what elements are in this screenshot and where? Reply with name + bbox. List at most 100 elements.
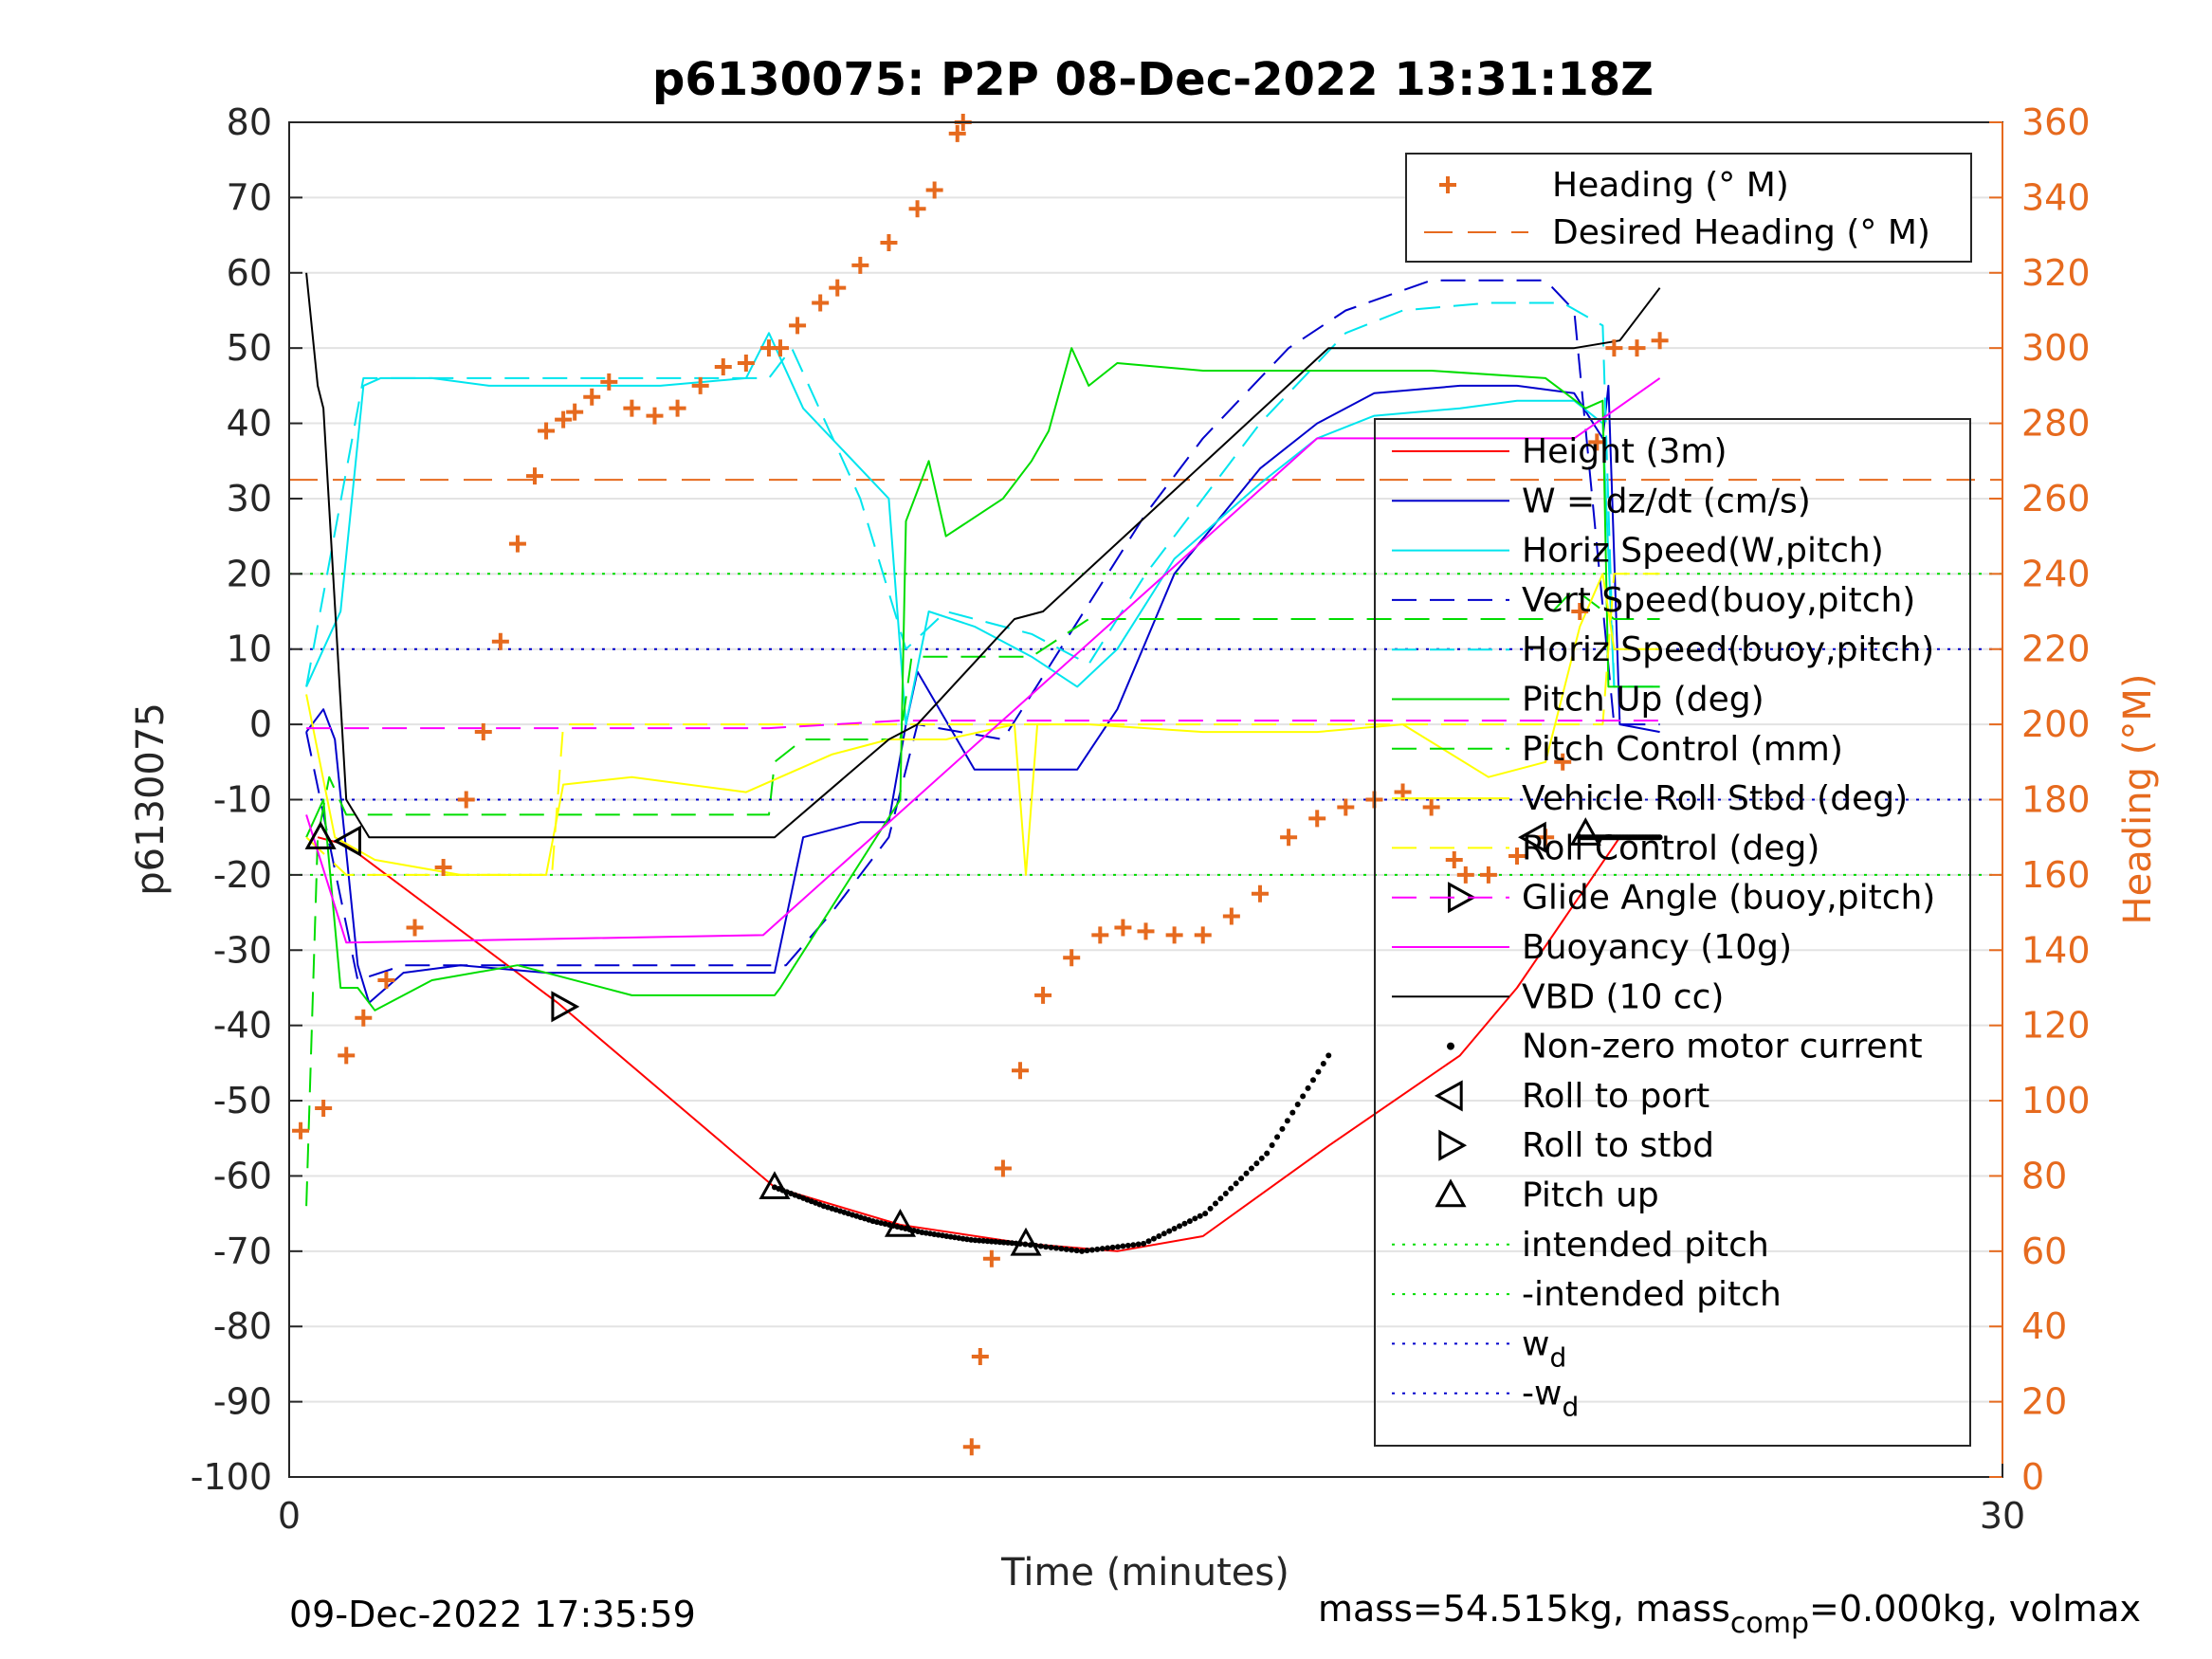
legend-heading: Heading (° M) Desired Heading (° M) xyxy=(1405,153,1972,263)
y-tick-label: 70 xyxy=(227,176,272,218)
y-tick-label: -90 xyxy=(213,1381,272,1423)
marker-left xyxy=(1518,821,1546,853)
legend-heading-swatch xyxy=(1439,176,1456,193)
motor-current-dot xyxy=(1156,1232,1162,1239)
motor-current-dot xyxy=(1171,1226,1178,1232)
legend-label-text: Vehicle Roll Stbd (deg) xyxy=(1522,779,1908,818)
legend-label-text: Roll to port xyxy=(1522,1077,1709,1116)
motor-current-dot xyxy=(1253,1160,1260,1167)
y-axis-right-label: Heading (°M) xyxy=(2116,674,2160,925)
legend-label-18: wd xyxy=(1522,1324,1566,1373)
y-right-tick-label: 160 xyxy=(2021,854,2091,896)
footer-timestamp: 09-Dec-2022 17:35:59 xyxy=(289,1594,696,1635)
heading-point xyxy=(526,467,544,485)
motor-current-dot xyxy=(1264,1150,1271,1157)
heading-point xyxy=(1011,1062,1029,1080)
heading-point xyxy=(1337,798,1355,816)
legend-label-text: Vert Speed(buoy,pitch) xyxy=(1522,581,1915,620)
legend-label-text: Non-zero motor current xyxy=(1522,1028,1923,1066)
heading-point xyxy=(1114,919,1132,937)
motor-current-dot xyxy=(1320,1061,1326,1067)
legend-label-text: w xyxy=(1522,1324,1549,1363)
y-tick-label: 40 xyxy=(227,403,272,445)
legend-label-3: Vert Speed(buoy,pitch) xyxy=(1522,581,1915,620)
motor-current-dot xyxy=(1099,1246,1106,1252)
legend-label-8: Roll Control (deg) xyxy=(1522,829,1819,867)
series-heading xyxy=(292,114,1669,1456)
legend-label-19: -wd xyxy=(1522,1375,1579,1423)
legend-label-10: Buoyancy (10g) xyxy=(1522,928,1792,967)
heading-point xyxy=(508,535,526,553)
heading-point xyxy=(600,373,618,391)
heading-point xyxy=(1445,851,1463,869)
heading-point xyxy=(377,972,395,990)
y-tick-label: -40 xyxy=(213,1005,272,1047)
x-axis: 0 30 xyxy=(278,1464,2025,1537)
marker-up xyxy=(1569,817,1601,846)
heading-point xyxy=(962,1438,980,1456)
motor-current-dot xyxy=(1088,1247,1095,1253)
motor-current-dot xyxy=(993,1238,999,1245)
motor-current-dot xyxy=(1289,1109,1296,1116)
series-horiz-speed-w-pitch xyxy=(305,332,1660,726)
marker-group xyxy=(304,817,1663,1256)
marker-up xyxy=(884,1208,917,1237)
legend-label-text: Pitch up xyxy=(1522,1176,1659,1215)
motor-current-dot xyxy=(980,1237,987,1244)
motor-current-dot xyxy=(1656,834,1663,841)
legend-label-text: -w xyxy=(1522,1375,1562,1413)
motor-current-dot xyxy=(1274,1134,1281,1140)
y-axis-left: 80 70 60 50 40 30 20 10 0 -10 -20 -30 -40 -50 -60 -70 -8… xyxy=(191,101,302,1498)
y-tick-label: 20 xyxy=(227,553,272,594)
legend-label-text: Pitch Control (mm) xyxy=(1522,730,1843,769)
y-tick-label: -60 xyxy=(213,1155,272,1196)
heading-point xyxy=(1628,339,1646,357)
marker-left xyxy=(1434,1080,1463,1112)
legend-label-text: Buoyancy (10g) xyxy=(1522,928,1792,967)
legend-label-text: Horiz Speed(buoy,pitch) xyxy=(1522,630,1934,669)
heading-point xyxy=(851,256,869,274)
legend-label-text: Roll to stbd xyxy=(1522,1126,1714,1165)
motor-current-dot xyxy=(1202,1211,1209,1217)
heading-point xyxy=(1508,848,1526,866)
y-tick-label: 50 xyxy=(227,327,272,369)
y-right-tick-label: 40 xyxy=(2021,1305,2067,1347)
y-right-tick-label: 300 xyxy=(2021,327,2091,369)
motor-current-dot xyxy=(1325,1052,1332,1059)
legend-heading-box xyxy=(1405,153,1972,263)
footer-mass-part2: =0.000kg, volmax xyxy=(1809,1588,2141,1630)
legend-label-17: -intended pitch xyxy=(1522,1275,1782,1314)
y-right-tick-label: 200 xyxy=(2021,703,2091,745)
reference-lines xyxy=(289,479,2002,876)
motor-current-dot xyxy=(1069,1247,1075,1253)
marker-up xyxy=(1435,1178,1467,1208)
y-tick-label: 10 xyxy=(227,629,272,670)
heading-point xyxy=(1137,922,1155,940)
heading-point xyxy=(789,317,807,335)
y-right-tick-label: 120 xyxy=(2021,1005,2091,1047)
heading-point xyxy=(714,358,732,376)
series-horiz-speed-buoy-pitch xyxy=(305,301,1660,688)
legend-label-sub: d xyxy=(1549,1341,1566,1373)
legend-label-text: -intended pitch xyxy=(1522,1275,1782,1314)
motor-current-dot xyxy=(1305,1085,1311,1091)
motor-current-dot xyxy=(1248,1165,1254,1172)
heading-point xyxy=(1222,907,1240,925)
heading-point xyxy=(925,181,943,199)
legend-label-13: Roll to port xyxy=(1522,1077,1709,1116)
heading-point xyxy=(982,1249,1000,1267)
series-buoyancy-10g xyxy=(305,377,1661,944)
motor-current-dot xyxy=(1233,1180,1239,1187)
heading-point xyxy=(668,399,686,417)
legend-label-2: Horiz Speed(W,pitch) xyxy=(1522,532,1884,571)
heading-point xyxy=(491,632,509,650)
legend-label-text: VBD (10 cc) xyxy=(1522,977,1724,1016)
y-right-tick-label: 320 xyxy=(2021,252,2091,294)
grid xyxy=(289,121,2002,1478)
heading-point xyxy=(1091,926,1109,944)
legend-label-14: Roll to stbd xyxy=(1522,1126,1714,1165)
heading-point xyxy=(315,1099,333,1117)
x-tick-label: 0 xyxy=(278,1495,301,1537)
heading-point xyxy=(457,791,475,809)
heading-point xyxy=(292,1121,310,1139)
